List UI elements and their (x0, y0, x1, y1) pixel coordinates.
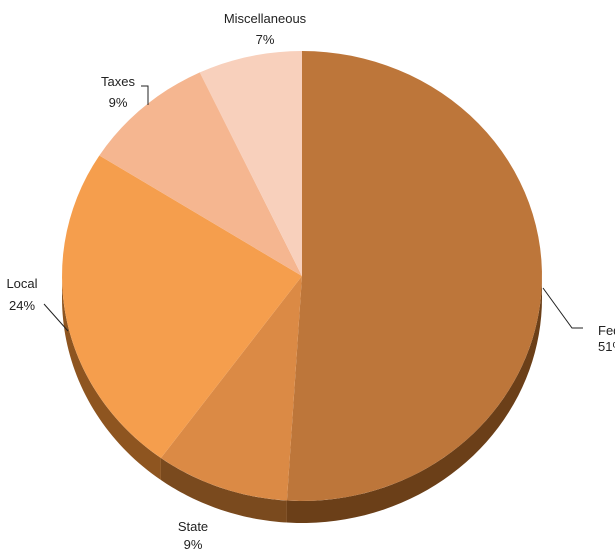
slice-value-taxes: 9% (109, 95, 128, 110)
pie-side-state (160, 458, 287, 523)
pie-slice-state[interactable] (160, 276, 302, 501)
pie-slice-local[interactable] (62, 155, 303, 459)
pie-labels: Fed51% State 9% Local 24% Taxes 9% Miscellaneou… (6, 11, 615, 552)
slice-value-local: 24% (9, 298, 35, 313)
leader-line-taxes (141, 85, 149, 105)
slice-value-state: 9% (184, 537, 203, 552)
pie-side-local (62, 276, 161, 481)
slice-label-federal: Fed (598, 323, 615, 338)
leader-line-federal (542, 287, 583, 329)
leader-line-local (43, 303, 69, 332)
pie-slice-taxes[interactable] (99, 72, 302, 276)
slice-label-local: Local (6, 276, 37, 291)
slice-value-miscellaneous: 7% (256, 32, 275, 47)
slice-label-state: State (178, 519, 208, 534)
slice-label-miscellaneous: Miscellaneous (224, 11, 307, 26)
slice-value-federal: 51% (598, 339, 615, 354)
pie-slice-federal[interactable] (286, 51, 542, 501)
pie-slices (62, 51, 542, 501)
pie-slice-miscellaneous[interactable] (199, 51, 302, 276)
pie-side-walls (62, 276, 542, 523)
slice-label-taxes: Taxes (101, 74, 135, 89)
